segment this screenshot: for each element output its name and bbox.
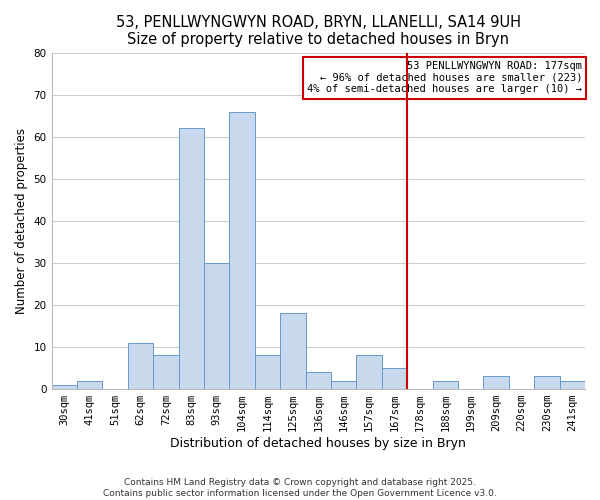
Bar	[560, 380, 585, 389]
Bar	[331, 380, 356, 389]
Bar	[229, 112, 255, 389]
Bar	[204, 263, 229, 389]
Title: 53, PENLLWYNGWYN ROAD, BRYN, LLANELLI, SA14 9UH
Size of property relative to det: 53, PENLLWYNGWYN ROAD, BRYN, LLANELLI, S…	[116, 15, 521, 48]
Bar	[52, 385, 77, 389]
Bar	[305, 372, 331, 389]
Bar	[433, 380, 458, 389]
Text: Contains HM Land Registry data © Crown copyright and database right 2025.
Contai: Contains HM Land Registry data © Crown c…	[103, 478, 497, 498]
Text: 53 PENLLWYNGWYN ROAD: 177sqm
← 96% of detached houses are smaller (223)
4% of se: 53 PENLLWYNGWYN ROAD: 177sqm ← 96% of de…	[307, 61, 583, 94]
Bar	[280, 314, 305, 389]
Bar	[356, 356, 382, 389]
Bar	[255, 356, 280, 389]
Bar	[484, 376, 509, 389]
Bar	[179, 128, 204, 389]
X-axis label: Distribution of detached houses by size in Bryn: Distribution of detached houses by size …	[170, 437, 466, 450]
Bar	[382, 368, 407, 389]
Bar	[153, 356, 179, 389]
Y-axis label: Number of detached properties: Number of detached properties	[15, 128, 28, 314]
Bar	[534, 376, 560, 389]
Bar	[128, 343, 153, 389]
Bar	[77, 380, 103, 389]
